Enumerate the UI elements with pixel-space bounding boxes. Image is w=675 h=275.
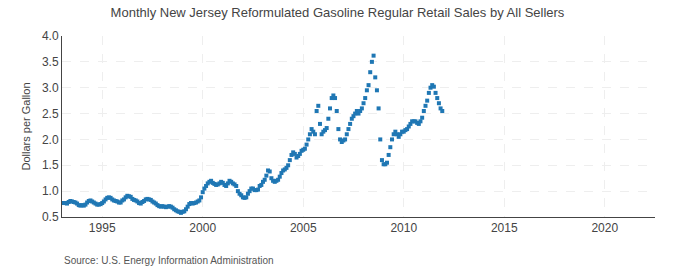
svg-text:2015: 2015: [491, 221, 518, 235]
svg-text:Monthly New Jersey Reformulate: Monthly New Jersey Reformulated Gasoline…: [111, 5, 565, 20]
svg-text:2010: 2010: [390, 221, 417, 235]
svg-text:Source: U.S. Energy Informatio: Source: U.S. Energy Information Administ…: [64, 255, 274, 266]
svg-text:2.5: 2.5: [42, 107, 59, 121]
svg-text:0.5: 0.5: [42, 210, 59, 224]
svg-text:Dollars per Gallon: Dollars per Gallon: [20, 82, 32, 170]
svg-text:3.5: 3.5: [42, 55, 59, 69]
svg-text:1.5: 1.5: [42, 158, 59, 172]
svg-text:4.0: 4.0: [42, 29, 59, 43]
svg-text:1.0: 1.0: [42, 184, 59, 198]
svg-text:2.0: 2.0: [42, 133, 59, 147]
svg-text:3.0: 3.0: [42, 81, 59, 95]
svg-text:2005: 2005: [290, 221, 317, 235]
svg-text:1995: 1995: [89, 221, 116, 235]
svg-text:2000: 2000: [189, 221, 216, 235]
svg-text:2020: 2020: [591, 221, 618, 235]
